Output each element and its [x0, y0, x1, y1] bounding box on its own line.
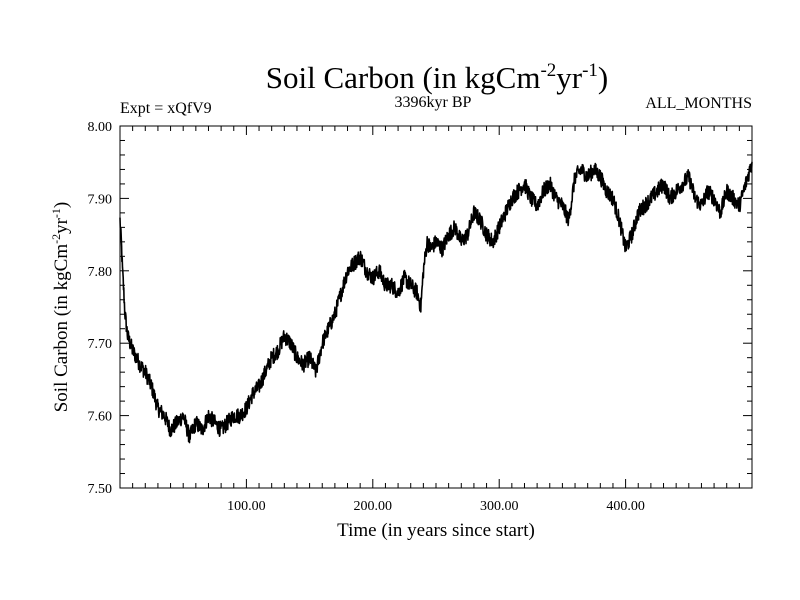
y-tick-label: 7.60: [88, 410, 113, 425]
axis-tick-labels: 100.00 200.00 300.00 400.00 7.50 7.60 7.70 7.80…: [88, 120, 645, 514]
y-tick-label: 7.90: [88, 192, 113, 207]
period-label: 3396kyr BP: [395, 94, 472, 111]
x-axis-title: Time (in years since start): [337, 520, 535, 541]
x-tick-label: 400.00: [606, 499, 645, 514]
plot-frame: [119, 125, 753, 489]
series-layer: [119, 161, 753, 444]
months-label: ALL_MONTHS: [645, 95, 752, 112]
y-tick-label: 8.00: [88, 120, 113, 135]
experiment-label: Expt = xQfV9: [120, 100, 212, 117]
x-tick-label: 100.00: [227, 499, 266, 514]
chart-title: Soil Carbon (in kgCm-2yr-1): [266, 60, 609, 95]
y-tick-label: 7.70: [88, 337, 113, 352]
y-axis-title: Soil Carbon (in kgCm-2yr-1): [49, 202, 72, 413]
axis-ticks: [120, 126, 752, 488]
x-tick-label: 200.00: [354, 499, 393, 514]
x-tick-label: 300.00: [480, 499, 519, 514]
series-line: [119, 161, 753, 444]
y-tick-label: 7.80: [88, 265, 113, 280]
y-tick-label: 7.50: [88, 482, 113, 497]
